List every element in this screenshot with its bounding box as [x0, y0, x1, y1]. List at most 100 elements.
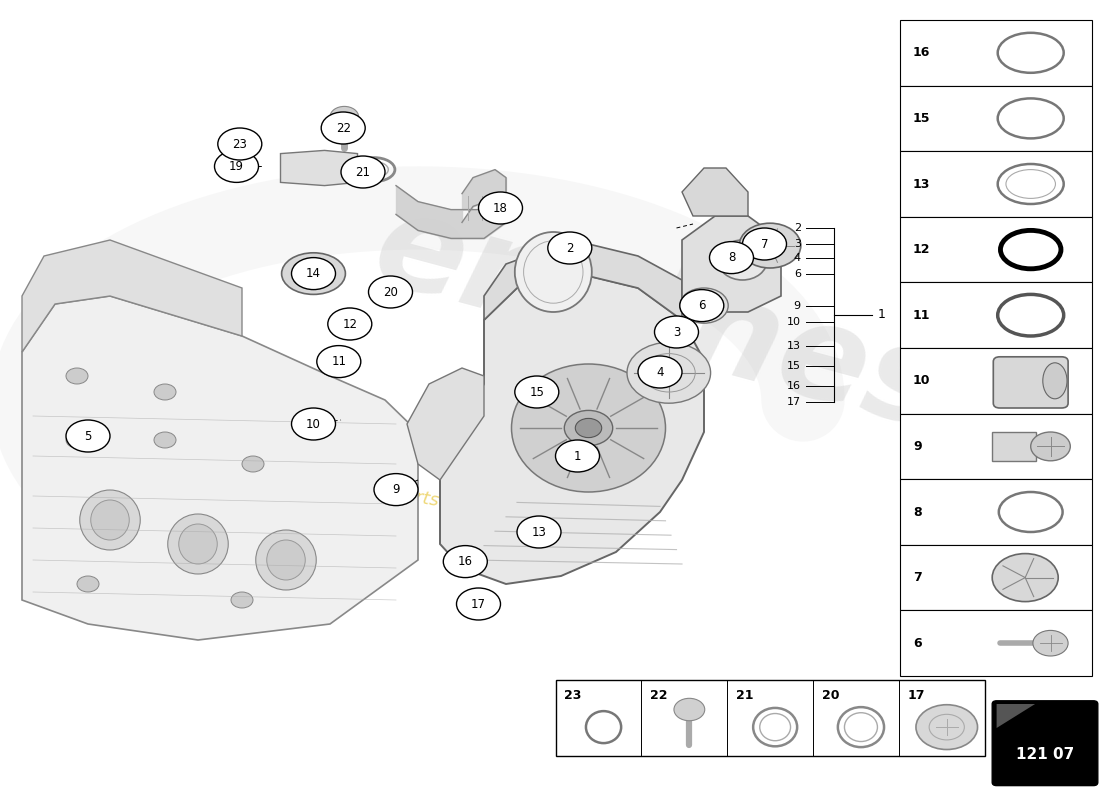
Circle shape: [564, 410, 613, 446]
Bar: [992, 432, 1036, 461]
Bar: [900, 217, 1092, 282]
Text: 8: 8: [913, 506, 922, 518]
Circle shape: [321, 112, 365, 144]
Circle shape: [1031, 432, 1070, 461]
Bar: [900, 151, 1092, 217]
Ellipse shape: [167, 514, 229, 574]
Circle shape: [517, 516, 561, 548]
Text: 21: 21: [355, 166, 371, 178]
Text: 22: 22: [650, 689, 668, 702]
Text: 6: 6: [794, 269, 801, 278]
Circle shape: [154, 432, 176, 448]
Text: 9: 9: [913, 440, 922, 453]
Text: 9: 9: [393, 483, 399, 496]
Text: 20: 20: [383, 286, 398, 298]
Circle shape: [627, 342, 711, 403]
Circle shape: [368, 276, 412, 308]
Circle shape: [218, 128, 262, 160]
Polygon shape: [440, 272, 704, 584]
Circle shape: [556, 440, 600, 472]
Text: 16: 16: [913, 46, 931, 59]
Circle shape: [680, 288, 728, 323]
Text: engines: engines: [361, 182, 959, 458]
Circle shape: [1033, 630, 1068, 656]
Circle shape: [456, 588, 501, 620]
Text: 2: 2: [566, 242, 573, 254]
Text: 3: 3: [673, 326, 680, 338]
Text: 1: 1: [574, 450, 581, 462]
Text: 4: 4: [657, 366, 663, 378]
Text: 10: 10: [306, 418, 321, 430]
Circle shape: [154, 384, 176, 400]
Ellipse shape: [512, 364, 666, 492]
Circle shape: [294, 279, 300, 284]
Text: 16: 16: [458, 555, 473, 568]
Circle shape: [214, 150, 258, 182]
Circle shape: [674, 698, 705, 721]
Text: 4: 4: [794, 253, 801, 262]
Circle shape: [305, 263, 311, 268]
Text: 1: 1: [878, 308, 886, 322]
Bar: [556, 680, 984, 756]
Circle shape: [680, 290, 724, 322]
FancyBboxPatch shape: [993, 357, 1068, 408]
Text: 2: 2: [794, 223, 801, 233]
Circle shape: [327, 271, 333, 276]
Text: 9: 9: [794, 301, 801, 310]
Text: 13: 13: [786, 341, 801, 350]
Text: 8: 8: [728, 251, 735, 264]
Text: 121 07: 121 07: [1016, 747, 1074, 762]
Circle shape: [654, 316, 698, 348]
Circle shape: [478, 192, 522, 224]
Polygon shape: [682, 168, 748, 216]
Bar: [900, 20, 1092, 86]
Circle shape: [292, 258, 336, 290]
Circle shape: [294, 271, 300, 276]
Polygon shape: [22, 296, 418, 640]
Polygon shape: [682, 216, 781, 312]
Text: 23: 23: [564, 689, 582, 702]
Text: 17: 17: [471, 598, 486, 610]
Circle shape: [316, 263, 322, 268]
Circle shape: [575, 418, 602, 438]
Circle shape: [294, 263, 300, 268]
Circle shape: [231, 592, 253, 608]
Text: 22: 22: [336, 122, 351, 134]
Circle shape: [316, 271, 322, 276]
Circle shape: [316, 279, 322, 284]
Ellipse shape: [255, 530, 317, 590]
Bar: [900, 610, 1092, 676]
FancyBboxPatch shape: [992, 701, 1098, 786]
Polygon shape: [407, 368, 484, 480]
Text: 15: 15: [529, 386, 544, 398]
Circle shape: [992, 554, 1058, 602]
Text: 5: 5: [85, 430, 91, 442]
Circle shape: [317, 346, 361, 378]
Text: 20: 20: [822, 689, 839, 702]
Text: 11: 11: [913, 309, 931, 322]
Text: 12: 12: [913, 243, 931, 256]
Circle shape: [305, 279, 311, 284]
Bar: [900, 479, 1092, 545]
Text: 10: 10: [786, 318, 801, 327]
Circle shape: [638, 356, 682, 388]
Circle shape: [328, 308, 372, 340]
Ellipse shape: [79, 490, 141, 550]
Circle shape: [443, 546, 487, 578]
Text: 15: 15: [786, 361, 801, 370]
Bar: [900, 414, 1092, 479]
Circle shape: [77, 576, 99, 592]
Circle shape: [327, 263, 333, 268]
Text: a passion for parts since 1985: a passion for parts since 1985: [272, 463, 542, 529]
Bar: [900, 282, 1092, 348]
Circle shape: [305, 271, 311, 276]
Circle shape: [515, 376, 559, 408]
Circle shape: [916, 705, 978, 750]
Circle shape: [548, 232, 592, 264]
Text: 17: 17: [786, 397, 801, 406]
Ellipse shape: [90, 500, 130, 540]
Ellipse shape: [178, 524, 218, 564]
Polygon shape: [22, 240, 242, 352]
Text: 19: 19: [229, 160, 244, 173]
Text: 11: 11: [331, 355, 346, 368]
